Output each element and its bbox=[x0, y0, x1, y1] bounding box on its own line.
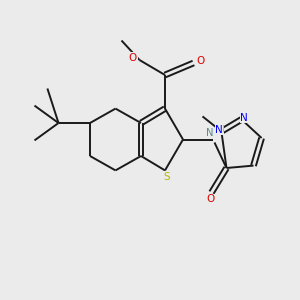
Text: O: O bbox=[196, 56, 204, 67]
Text: N: N bbox=[240, 113, 248, 123]
Text: S: S bbox=[163, 172, 170, 182]
Text: O: O bbox=[207, 194, 215, 204]
Text: O: O bbox=[129, 52, 137, 63]
Text: H: H bbox=[217, 125, 224, 134]
Text: N: N bbox=[206, 128, 214, 138]
Text: N: N bbox=[215, 125, 223, 135]
